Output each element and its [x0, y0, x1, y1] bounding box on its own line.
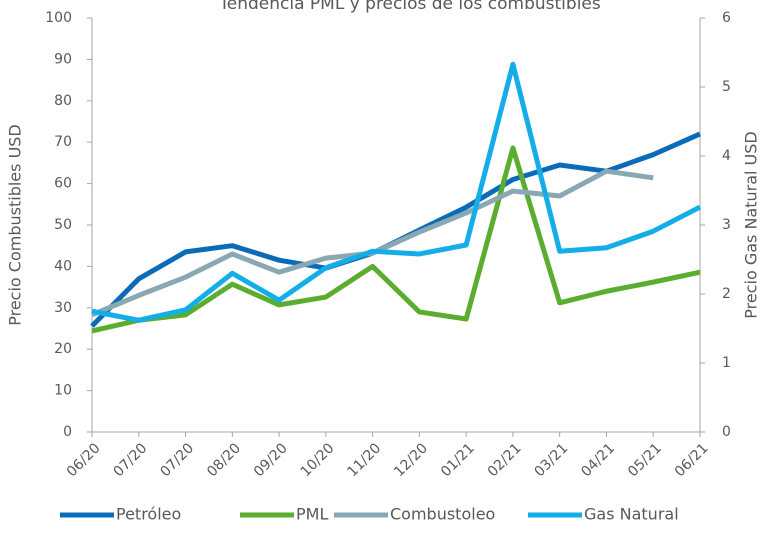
x-tick-label: 02/21 — [485, 440, 525, 480]
x-tick-label: 05/21 — [625, 440, 665, 480]
series-line — [90, 131, 702, 328]
y2-tick-label: 0 — [722, 424, 731, 440]
x-tick-label: 10/20 — [298, 440, 338, 480]
y2-tick-label: 2 — [722, 286, 731, 302]
y-tick-label: 20 — [54, 341, 72, 357]
y2-tick-label: 3 — [722, 217, 731, 233]
y2-axis-label: Precio Gas Natural USD — [742, 131, 761, 318]
legend-label: Petróleo — [116, 505, 181, 524]
y-axis-label: Precio Combustibles USD — [6, 124, 25, 326]
x-tick-label: 01/21 — [438, 440, 478, 480]
x-tick-label: 04/21 — [578, 440, 618, 480]
x-tick-label: 11/20 — [344, 440, 384, 480]
series-line — [91, 61, 702, 323]
x-tick-label: 03/21 — [531, 440, 571, 480]
y-tick-label: 80 — [54, 93, 72, 109]
y2-tick-label: 4 — [722, 148, 731, 164]
y-tick-label: 10 — [54, 383, 72, 399]
legend-label: PML — [296, 505, 328, 524]
x-tick-label: 12/20 — [391, 440, 431, 480]
y-tick-label: 0 — [63, 424, 72, 440]
y-tick-label: 90 — [54, 51, 72, 67]
x-tick-label: 07/20 — [111, 440, 151, 480]
legend-label: Gas Natural — [584, 505, 679, 524]
x-tick-label: 08/20 — [204, 440, 244, 480]
y-tick-label: 50 — [54, 217, 72, 233]
x-tick-label: 07/20 — [157, 440, 197, 480]
y-tick-label: 40 — [54, 258, 72, 274]
chart-title: Tendencia PML y precios de los combustib… — [218, 0, 601, 14]
y-tick-label: 100 — [45, 10, 72, 26]
y2-tick-label: 5 — [722, 79, 731, 95]
series-line — [91, 168, 654, 318]
y-tick-label: 30 — [54, 300, 72, 316]
y2-tick-label: 6 — [722, 10, 731, 26]
x-tick-label: 06/21 — [672, 440, 712, 480]
x-tick-label: 09/20 — [251, 440, 291, 480]
x-tick-label: 06/20 — [64, 440, 104, 480]
series-line — [91, 145, 701, 334]
y-tick-label: 70 — [54, 134, 72, 150]
legend-label: Combustoleo — [390, 505, 495, 524]
y2-tick-label: 1 — [722, 355, 731, 371]
y-tick-label: 60 — [54, 176, 72, 192]
